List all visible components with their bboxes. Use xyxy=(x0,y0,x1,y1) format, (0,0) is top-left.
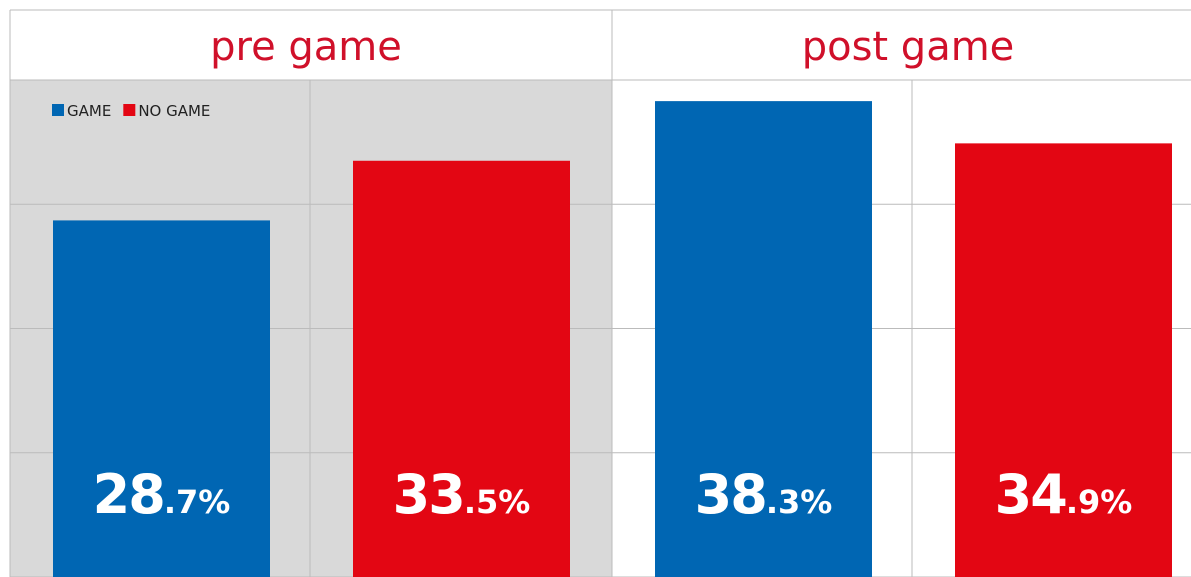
labels: pre game post game 28.7% 38.3% 33.5% 34.9% GAM… xyxy=(52,24,1132,526)
bar xyxy=(53,220,270,577)
bar xyxy=(353,160,570,577)
bars xyxy=(53,101,1172,577)
group-title: pre game xyxy=(210,24,402,70)
value-label: 38.3% xyxy=(695,463,833,526)
value-label: 28.7% xyxy=(93,463,231,526)
bar xyxy=(955,143,1172,577)
value-label: 33.5% xyxy=(393,463,531,526)
legend-swatch xyxy=(52,104,64,116)
legend-label: GAME xyxy=(67,102,111,120)
bar xyxy=(655,101,872,577)
group-title: post game xyxy=(802,24,1015,70)
legend-swatch xyxy=(123,104,136,116)
legend-label: NO GAME xyxy=(138,102,210,120)
value-label: 34.9% xyxy=(995,463,1133,526)
